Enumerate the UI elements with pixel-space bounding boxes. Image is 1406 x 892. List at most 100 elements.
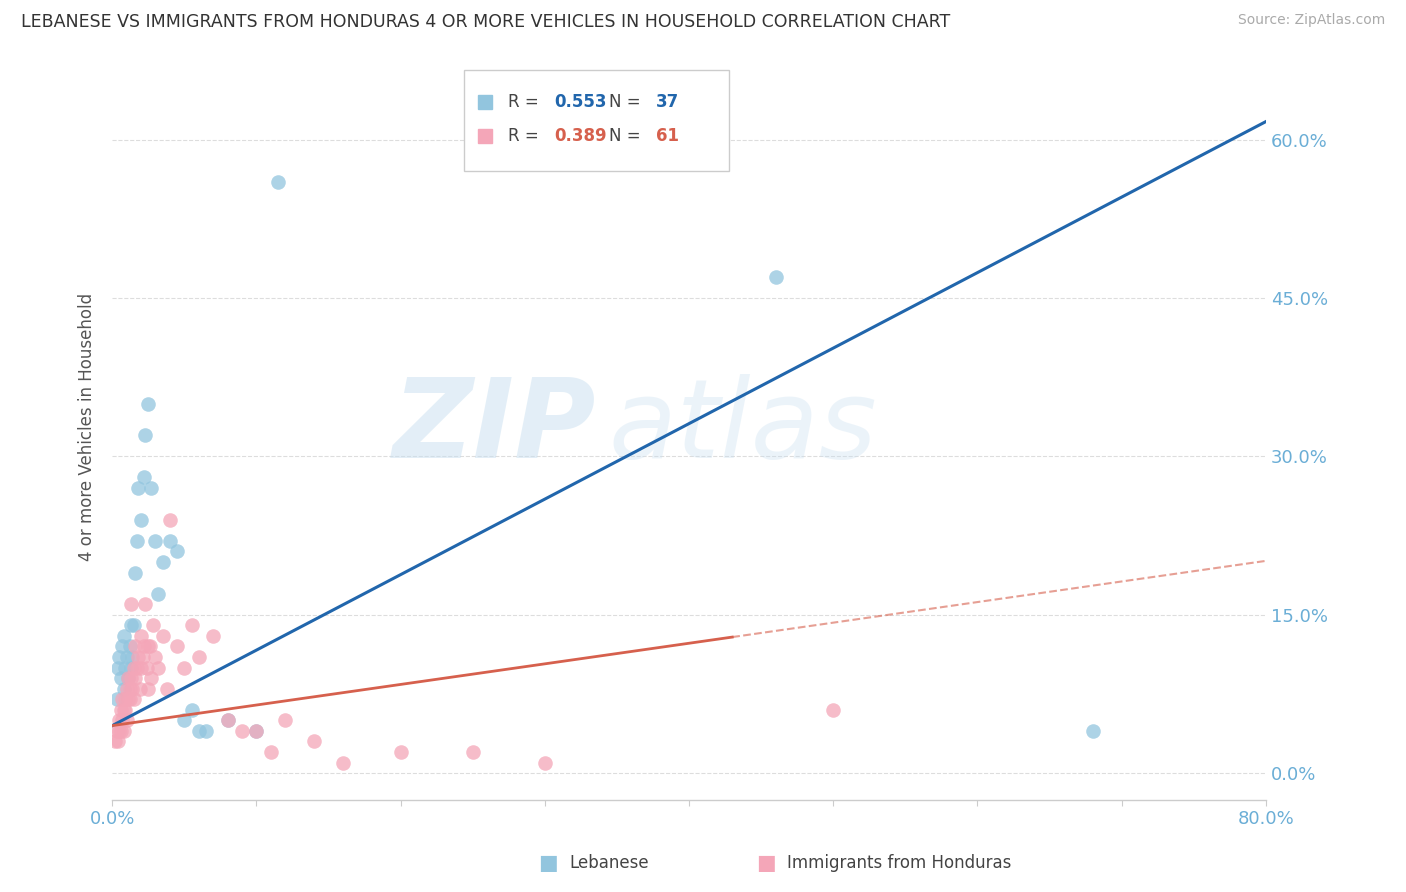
- Point: [110, 671, 132, 685]
- Point: [127, 481, 149, 495]
- Text: Lebanese: Lebanese: [569, 855, 650, 872]
- Point: [110, 703, 132, 717]
- Text: Source: ZipAtlas.com: Source: ZipAtlas.com: [1237, 13, 1385, 28]
- Point: [135, 660, 157, 674]
- Point: [823, 703, 845, 717]
- Text: ■: ■: [538, 854, 558, 873]
- Point: [141, 481, 163, 495]
- Point: [389, 745, 412, 759]
- Point: [129, 513, 152, 527]
- Point: [159, 533, 181, 548]
- Point: [194, 723, 217, 738]
- Point: [217, 714, 239, 728]
- Point: [129, 660, 152, 674]
- Point: [1081, 723, 1104, 738]
- Point: [112, 703, 135, 717]
- Point: [114, 703, 136, 717]
- Point: [125, 533, 148, 548]
- Text: 0.553: 0.553: [554, 93, 606, 111]
- Point: [108, 650, 131, 665]
- Point: [267, 175, 290, 189]
- Point: [117, 671, 139, 685]
- Point: [142, 618, 165, 632]
- Point: [112, 629, 135, 643]
- Point: [129, 629, 152, 643]
- Text: ■: ■: [756, 854, 776, 873]
- Point: [117, 692, 139, 706]
- Point: [120, 671, 142, 685]
- Text: ZIP: ZIP: [394, 374, 596, 481]
- Point: [173, 714, 195, 728]
- Point: [108, 714, 131, 728]
- Text: R =: R =: [508, 93, 544, 111]
- Point: [180, 618, 202, 632]
- Point: [124, 566, 146, 580]
- Point: [105, 692, 128, 706]
- Text: Immigrants from Honduras: Immigrants from Honduras: [787, 855, 1012, 872]
- Point: [202, 629, 225, 643]
- Point: [120, 618, 142, 632]
- Text: 0.389: 0.389: [554, 127, 606, 145]
- Point: [765, 269, 787, 284]
- Point: [110, 723, 132, 738]
- Point: [121, 650, 143, 665]
- Point: [111, 692, 134, 706]
- Point: [107, 660, 129, 674]
- Point: [118, 640, 141, 654]
- Point: [166, 544, 188, 558]
- Point: [145, 533, 167, 548]
- Point: [134, 597, 156, 611]
- Point: [115, 714, 138, 728]
- Point: [156, 681, 179, 696]
- Point: [274, 714, 297, 728]
- Point: [461, 745, 484, 759]
- Point: [115, 681, 138, 696]
- Point: [120, 597, 142, 611]
- Text: 37: 37: [655, 93, 679, 111]
- Point: [105, 723, 128, 738]
- Point: [245, 723, 267, 738]
- Point: [152, 555, 174, 569]
- Point: [111, 640, 134, 654]
- Point: [127, 650, 149, 665]
- Point: [124, 671, 146, 685]
- Point: [107, 734, 129, 748]
- Point: [148, 660, 170, 674]
- Point: [132, 470, 155, 484]
- Point: [148, 587, 170, 601]
- Point: [217, 714, 239, 728]
- Point: [166, 640, 188, 654]
- Point: [302, 734, 325, 748]
- Point: [141, 671, 163, 685]
- Point: [152, 629, 174, 643]
- Text: atlas: atlas: [609, 374, 877, 481]
- Point: [122, 618, 145, 632]
- Point: [117, 671, 139, 685]
- Point: [134, 428, 156, 442]
- Point: [533, 756, 555, 770]
- Point: [245, 723, 267, 738]
- Point: [173, 660, 195, 674]
- Point: [136, 681, 159, 696]
- Point: [128, 681, 150, 696]
- Point: [122, 692, 145, 706]
- Text: 61: 61: [655, 127, 679, 145]
- Point: [114, 660, 136, 674]
- Text: LEBANESE VS IMMIGRANTS FROM HONDURAS 4 OR MORE VEHICLES IN HOUSEHOLD CORRELATION: LEBANESE VS IMMIGRANTS FROM HONDURAS 4 O…: [21, 13, 950, 31]
- Point: [187, 650, 209, 665]
- Point: [108, 723, 131, 738]
- Point: [138, 640, 160, 654]
- Point: [136, 640, 159, 654]
- Point: [115, 650, 138, 665]
- Point: [131, 650, 153, 665]
- Point: [136, 396, 159, 410]
- Point: [104, 734, 127, 748]
- Point: [121, 681, 143, 696]
- Text: N =: N =: [609, 93, 647, 111]
- Point: [260, 745, 283, 759]
- Point: [145, 650, 167, 665]
- Point: [118, 692, 141, 706]
- Point: [122, 660, 145, 674]
- Text: N =: N =: [609, 127, 647, 145]
- Point: [332, 756, 354, 770]
